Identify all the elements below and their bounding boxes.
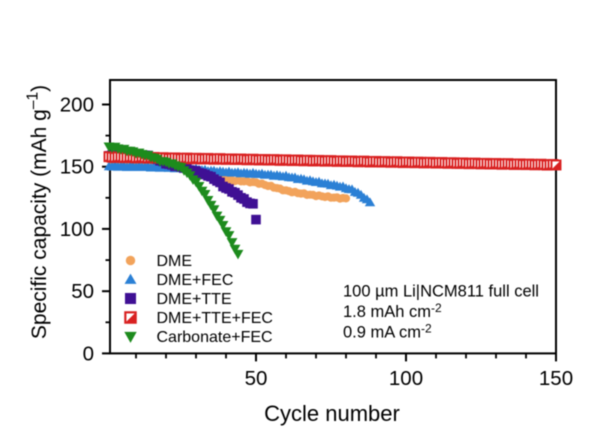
svg-text:Specific capacity (mAh g–1): Specific capacity (mAh g–1) — [25, 85, 52, 339]
svg-text:DME+TTE: DME+TTE — [157, 291, 232, 308]
svg-text:50: 50 — [245, 367, 268, 390]
svg-text:100 µm Li|NCM811 full cell: 100 µm Li|NCM811 full cell — [343, 283, 539, 301]
svg-text:1.8 mAh cm-2: 1.8 mAh cm-2 — [343, 301, 442, 321]
svg-text:150: 150 — [539, 367, 573, 390]
svg-text:Carbonate+FEC: Carbonate+FEC — [157, 329, 273, 346]
svg-text:200: 200 — [60, 94, 94, 117]
svg-text:100: 100 — [389, 367, 423, 390]
svg-text:50: 50 — [71, 280, 94, 303]
svg-text:0: 0 — [83, 342, 94, 365]
svg-text:0.9 mA cm-2: 0.9 mA cm-2 — [343, 322, 432, 342]
svg-text:DME+FEC: DME+FEC — [157, 272, 234, 289]
svg-text:Cycle number: Cycle number — [264, 401, 400, 426]
svg-text:100: 100 — [60, 218, 94, 241]
svg-text:DME: DME — [157, 253, 193, 270]
svg-text:DME+TTE+FEC: DME+TTE+FEC — [157, 310, 273, 327]
svg-text:150: 150 — [60, 156, 94, 179]
